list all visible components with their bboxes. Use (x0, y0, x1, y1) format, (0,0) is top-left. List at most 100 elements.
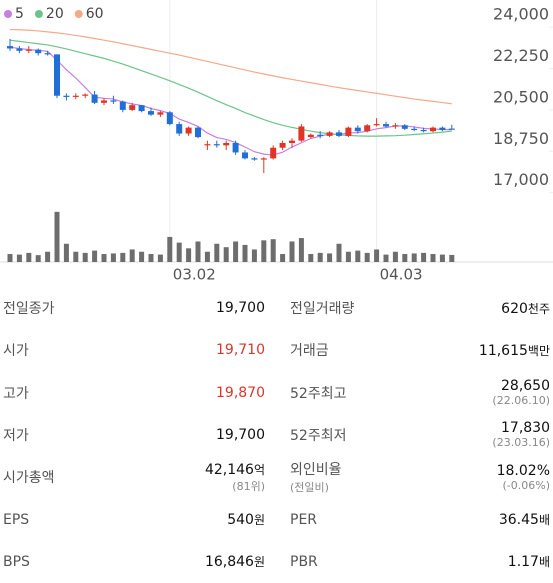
y-tick-label: 18,750 (493, 129, 549, 148)
volume-bar (251, 249, 257, 262)
table-row: EPS 540원 PER 36.45배 (0, 499, 553, 541)
stat-cell: 시가총액 42,146억 (81위) (0, 456, 268, 498)
volume-bar (261, 240, 267, 262)
volume-bar (120, 252, 126, 262)
stat-label: 전일거래량 (290, 301, 355, 317)
stat-note: (22.06.10) (492, 394, 550, 408)
stat-cell: 고가 19,870 (0, 372, 268, 414)
volume-bar (242, 244, 248, 262)
candle-body (439, 127, 446, 130)
stat-label: BPS (3, 553, 30, 570)
volume-bar (82, 252, 88, 262)
stat-unit: 배 (538, 513, 550, 527)
stat-unit: 백만 (527, 343, 550, 358)
table-row: 고가 19,870 52주최고 28,650 (22.06.10) (0, 372, 553, 414)
stat-cell: 52주최저 17,830 (23.03.16) (287, 414, 553, 456)
stat-value: 17,830 (501, 420, 550, 437)
volume-bar (110, 253, 116, 262)
candle-body (242, 152, 248, 159)
volume-bar (289, 241, 295, 262)
stat-value-box: 19,700 (216, 287, 265, 329)
candle-body (176, 124, 183, 134)
stat-value-line: 19,710 (216, 342, 265, 358)
volume-bar (280, 254, 286, 262)
stat-label: 52주최고 (290, 385, 347, 402)
stat-cell: 52주최고 28,650 (22.06.10) (287, 372, 553, 414)
chart: 03.02 04.03 24,000 22,250 20,500 18,750 17,000… (0, 0, 553, 284)
candle-body (326, 132, 333, 136)
legend-dot (74, 10, 83, 18)
candle-body (35, 49, 42, 54)
stat-label-box: 52주최저 (290, 414, 346, 456)
stat-value-line: 42,146억 (205, 461, 265, 478)
stat-value: 11,615 (478, 342, 528, 359)
candle-body (119, 101, 126, 110)
stat-label-box: 고가 (3, 372, 29, 414)
stat-unit: 천주 (527, 301, 550, 316)
candle-body (392, 125, 399, 127)
stat-cell: EPS 540원 (0, 499, 268, 541)
stat-label-box: EPS (3, 499, 29, 541)
volume-bar (345, 251, 351, 262)
volume-bar (148, 254, 154, 262)
stat-value-line: 36.45배 (499, 511, 550, 528)
volume-bar (101, 254, 107, 262)
stat-value-line: 620천주 (501, 300, 550, 317)
stat-value-box: 540원 (227, 499, 265, 541)
candle-body (16, 48, 23, 51)
stat-value-line: 1.17배 (508, 553, 550, 570)
ma-line (9, 28, 452, 105)
legend-label: 5 (15, 6, 24, 22)
stat-label-box: 시가 (3, 329, 29, 371)
volume-bar (270, 239, 276, 262)
stat-label: 고가 (3, 385, 29, 402)
volume-bar (364, 252, 370, 262)
stat-value-line: 11,615백만 (479, 342, 550, 359)
stat-value: 16,846 (204, 554, 254, 571)
stat-unit: 억 (253, 462, 265, 477)
volume-bar (308, 254, 314, 262)
y-tick-label: 24,000 (493, 5, 549, 24)
stat-label-box: 시가총액 (3, 456, 55, 498)
stat-value: 42,146 (204, 461, 254, 478)
volume-bar (383, 254, 389, 262)
stat-label: EPS (3, 511, 30, 528)
stat-value-line: 540원 (227, 511, 265, 528)
volume-bar (355, 250, 361, 262)
stat-value-box: 620천주 (501, 287, 550, 329)
table-row: 시가 19,710 거래금 11,615백만 (0, 329, 553, 371)
volume-bar (421, 252, 427, 262)
stat-value: 19,700 (216, 426, 265, 443)
stat-cell: 외인비율 (전일비) 18.02% (-0.06%) (287, 456, 553, 498)
candle-body (298, 126, 305, 141)
stat-value-line: 19,700 (216, 300, 265, 316)
stat-value-line: 18.02% (497, 463, 550, 479)
stat-label: 52주최저 (290, 427, 347, 444)
candle-body (7, 46, 13, 49)
candle-body (364, 125, 371, 132)
candle-body (411, 128, 418, 131)
stat-note: (81위) (232, 479, 265, 493)
candle-body (110, 100, 117, 102)
candle-body (260, 158, 267, 160)
volume-bar (439, 254, 445, 262)
volume-bar (35, 255, 41, 262)
candle-body (307, 134, 314, 138)
volume-bar (63, 243, 69, 262)
volume-bar (327, 253, 333, 262)
stat-value: 19,700 (216, 300, 265, 316)
candle-body (72, 95, 79, 97)
stat-value: 18.02% (496, 462, 550, 479)
stat-value-line: 16,846원 (205, 553, 265, 570)
candle-body (251, 158, 258, 160)
ma-line (9, 46, 452, 156)
volume-bar (449, 254, 455, 262)
volume-bar (16, 254, 22, 262)
volume-bar (195, 241, 201, 262)
stat-value-box: 28,650 (22.06.10) (492, 372, 550, 414)
y-tick-label: 20,500 (493, 87, 549, 106)
stat-cell: PBR 1.17배 (287, 541, 553, 583)
stat-unit: 배 (538, 555, 550, 570)
candle-body (25, 49, 32, 51)
